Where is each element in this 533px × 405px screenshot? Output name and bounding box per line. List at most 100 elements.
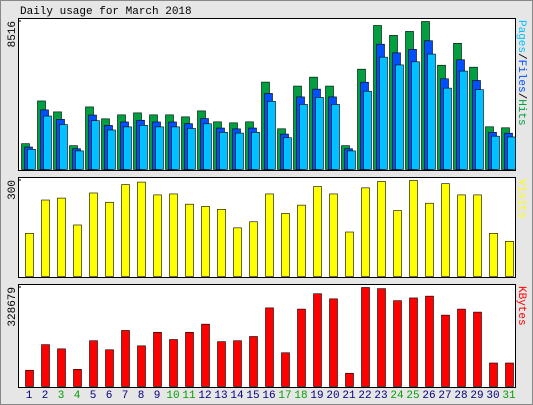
x-tick-label: 27 — [438, 390, 451, 402]
bar — [491, 135, 500, 170]
bar — [281, 352, 290, 387]
bar — [473, 311, 482, 387]
x-tick-label: 26 — [422, 390, 435, 402]
bar — [409, 180, 418, 277]
bar — [75, 150, 84, 170]
bar — [507, 136, 516, 170]
bar — [219, 132, 228, 170]
x-tick-label: 1 — [26, 390, 33, 402]
bar — [187, 128, 196, 170]
x-tick-label: 17 — [278, 390, 291, 402]
bar — [107, 129, 116, 170]
bar — [249, 221, 258, 277]
bar — [265, 307, 274, 387]
bar — [297, 204, 306, 277]
x-tick-label: 12 — [198, 390, 211, 402]
bar — [57, 348, 66, 387]
bar — [169, 193, 178, 277]
x-tick-label: 16 — [262, 390, 275, 402]
bar — [153, 194, 162, 277]
bar — [123, 126, 132, 170]
legend-entry: Pages — [515, 20, 527, 53]
bar — [169, 339, 178, 387]
x-tick-label: 18 — [294, 390, 307, 402]
x-tick-label: 20 — [326, 390, 339, 402]
bar — [41, 344, 50, 387]
bar — [345, 372, 354, 387]
bar — [361, 187, 370, 277]
bar — [25, 369, 34, 387]
x-tick-label: 5 — [90, 390, 97, 402]
x-tick-label: 30 — [486, 390, 499, 402]
bar — [425, 202, 434, 277]
bar — [105, 349, 114, 387]
bar — [313, 186, 322, 277]
legend: Pages/Files/Hits — [515, 20, 527, 126]
legend-entry: Files — [515, 60, 527, 93]
bar — [489, 362, 498, 387]
bar — [137, 345, 146, 387]
bar — [155, 126, 164, 170]
bar — [409, 297, 418, 387]
bar — [27, 149, 36, 170]
bar — [489, 233, 498, 277]
x-tick-label: 14 — [230, 390, 244, 402]
bar — [361, 287, 370, 387]
x-tick-label: 28 — [454, 390, 467, 402]
bar — [171, 126, 180, 170]
bar — [297, 308, 306, 387]
bar — [379, 56, 388, 170]
bar — [329, 298, 338, 387]
x-tick-label: 7 — [122, 390, 129, 402]
x-tick-label: 21 — [342, 390, 356, 402]
bar — [105, 201, 114, 277]
bar — [217, 341, 226, 387]
x-tick-label: 2 — [42, 390, 49, 402]
bar — [235, 132, 244, 170]
legend: Visits — [515, 179, 527, 219]
x-tick-label: 31 — [502, 390, 516, 402]
bar — [329, 193, 338, 277]
legend-separator: / — [515, 93, 527, 100]
bar — [443, 87, 452, 170]
legend-entry: Hits — [515, 99, 527, 125]
x-tick-label: 13 — [214, 390, 227, 402]
chart-title: Daily usage for March 2018 — [20, 6, 192, 18]
bar — [249, 336, 258, 387]
bar — [233, 340, 242, 387]
y-tick-label: 328679 — [7, 287, 19, 327]
bar — [201, 323, 210, 387]
bar — [153, 331, 162, 387]
bar — [377, 181, 386, 277]
bar — [473, 194, 482, 277]
x-tick-label: 10 — [166, 390, 179, 402]
x-tick-label: 22 — [358, 390, 371, 402]
bar — [251, 132, 260, 170]
bar — [315, 97, 324, 170]
bar — [395, 64, 404, 170]
bar — [137, 181, 146, 277]
x-tick-label: 4 — [74, 390, 81, 402]
bar — [299, 104, 308, 170]
bar — [457, 308, 466, 387]
bar — [265, 193, 274, 277]
bar — [185, 331, 194, 387]
bar — [441, 183, 450, 277]
bar — [427, 53, 436, 170]
bar — [57, 197, 66, 277]
x-tick-label: 9 — [154, 390, 161, 402]
bar — [459, 70, 468, 170]
bar — [441, 314, 450, 387]
bar — [393, 300, 402, 387]
bar — [505, 362, 514, 387]
bar — [233, 227, 242, 277]
x-tick-label: 6 — [106, 390, 113, 402]
bar — [377, 288, 386, 387]
x-tick-label: 19 — [310, 390, 323, 402]
bar — [59, 124, 68, 170]
bar — [139, 125, 148, 170]
x-tick-label: 15 — [246, 390, 259, 402]
bar — [41, 199, 50, 277]
bar — [203, 123, 212, 170]
